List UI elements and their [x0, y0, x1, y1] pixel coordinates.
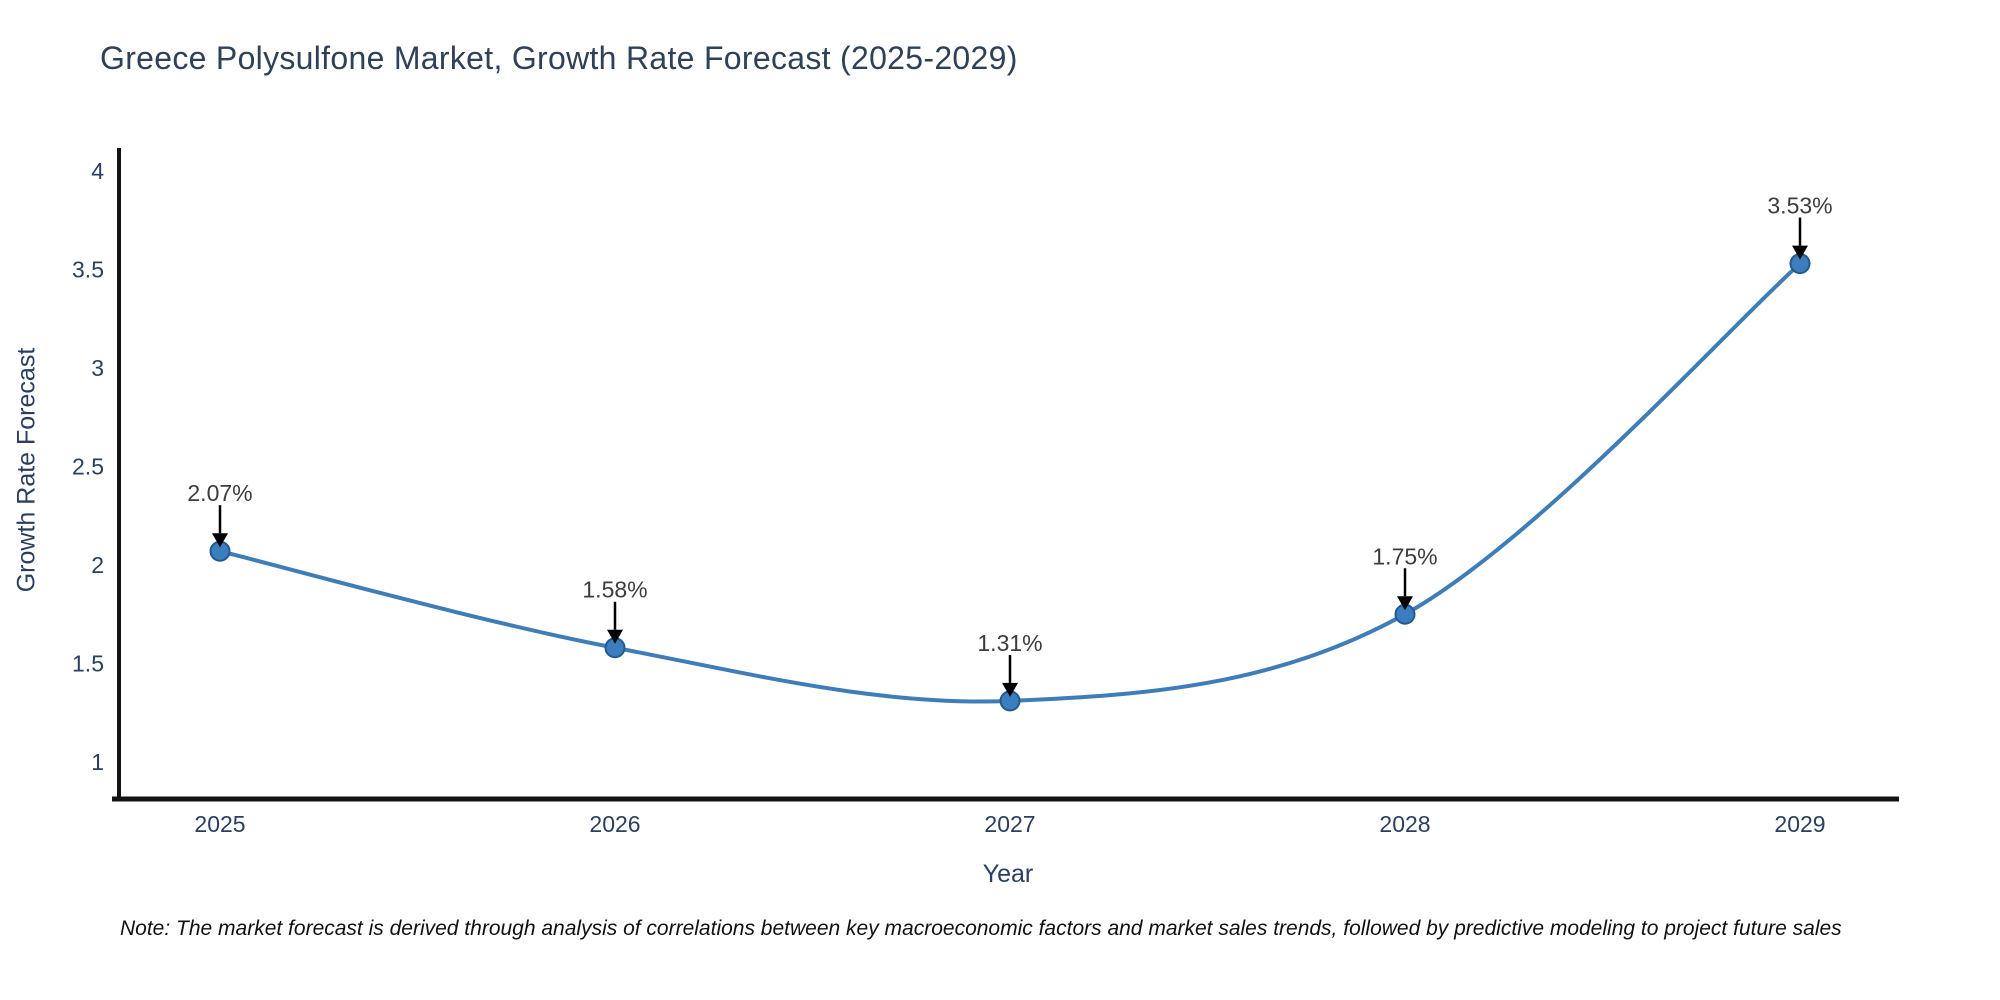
annotation-label: 3.53%: [1767, 193, 1832, 219]
annotation-arrowhead: [1792, 245, 1808, 260]
chart-title: Greece Polysulfone Market, Growth Rate F…: [100, 40, 1018, 76]
x-tick-label: 2028: [1379, 811, 1430, 837]
x-tick-label: 2026: [589, 811, 640, 837]
annotation-arrowhead: [212, 533, 228, 548]
y-tick-label: 1.5: [72, 651, 104, 677]
y-tick-label: 3.5: [72, 257, 104, 283]
annotation-arrowhead: [1397, 596, 1413, 611]
y-tick-label: 2: [91, 552, 104, 578]
y-tick-label: 1: [91, 749, 104, 775]
footnote: Note: The market forecast is derived thr…: [120, 917, 1842, 940]
annotation-label: 1.31%: [977, 630, 1042, 656]
y-tick-label: 3: [91, 355, 104, 381]
x-tick-label: 2027: [984, 811, 1035, 837]
y-tick-label: 2.5: [72, 454, 104, 480]
x-tick-label: 2025: [194, 811, 245, 837]
annotation-arrowhead: [607, 629, 623, 644]
x-tick-label: 2029: [1774, 811, 1825, 837]
annotation-arrowhead: [1002, 682, 1018, 697]
annotation-label: 1.75%: [1372, 543, 1437, 569]
y-tick-label: 4: [91, 158, 104, 184]
x-axis-title: Year: [982, 860, 1034, 888]
annotation-label: 1.58%: [582, 577, 647, 603]
annotation-label: 2.07%: [187, 480, 252, 506]
